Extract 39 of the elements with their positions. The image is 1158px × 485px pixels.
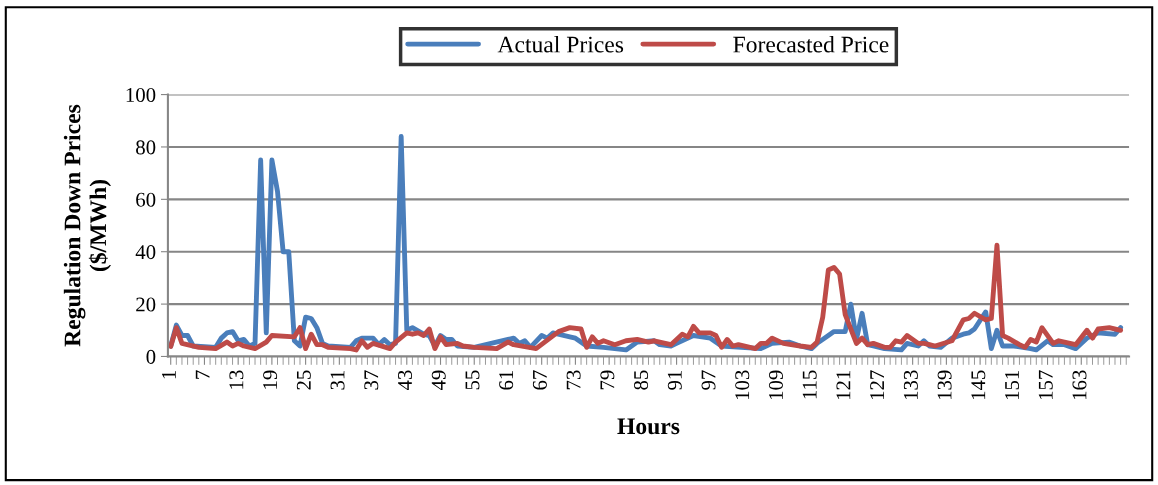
x-tick-label: 43 xyxy=(398,370,412,391)
x-tick-label: 37 xyxy=(364,370,379,390)
x-tick-label: 139 xyxy=(937,370,952,400)
x-tick-label: 109 xyxy=(768,370,783,400)
x-tick-label: 25 xyxy=(296,370,311,390)
x-tick-label: 91 xyxy=(667,370,682,390)
x-tick-label: 97 xyxy=(701,370,716,390)
x-tick-label: 121 xyxy=(836,370,851,400)
x-tick-label: 85 xyxy=(634,370,649,390)
x-tick-label: 31 xyxy=(330,370,345,390)
x-tick-label: 133 xyxy=(903,370,918,400)
line-series xyxy=(168,242,1124,353)
y-tick-label: 20 xyxy=(136,297,156,312)
x-tick-label: 1 xyxy=(161,370,176,379)
y-tick-label: 0 xyxy=(146,349,156,364)
y-tick-label: 60 xyxy=(136,192,156,207)
x-tick-label: 13 xyxy=(229,370,244,389)
y-axis-title: Regulation Down Prices ($/MWh) xyxy=(63,104,111,347)
y-tick-label: 80 xyxy=(136,140,156,155)
x-tick-label: 67 xyxy=(532,370,547,390)
x-axis-title: Hours xyxy=(617,418,680,435)
x-tick-label: 55 xyxy=(465,370,480,390)
x-tick-label: 157 xyxy=(1038,370,1053,400)
x-tick-label: 127 xyxy=(870,370,884,400)
x-tick-label: 115 xyxy=(802,370,817,399)
x-tick-label: 163 xyxy=(1072,370,1087,400)
x-tick-label: 151 xyxy=(1005,370,1020,400)
legend-label: Forecasted Price xyxy=(733,35,889,53)
legend-label: Actual Prices xyxy=(497,35,624,53)
x-tick-label: 73 xyxy=(566,370,581,390)
x-tick-label: 49 xyxy=(431,370,446,391)
x-tick-label: 103 xyxy=(735,370,750,400)
x-tick-label: 61 xyxy=(499,370,514,390)
x-tick-label: 145 xyxy=(971,370,986,400)
y-tick-label: 100 xyxy=(126,87,156,103)
x-tick-label: 7 xyxy=(195,370,210,379)
x-tick-label: 19 xyxy=(263,370,278,389)
y-tick-label: 40 xyxy=(135,245,156,260)
x-tick-label: 79 xyxy=(600,370,615,390)
